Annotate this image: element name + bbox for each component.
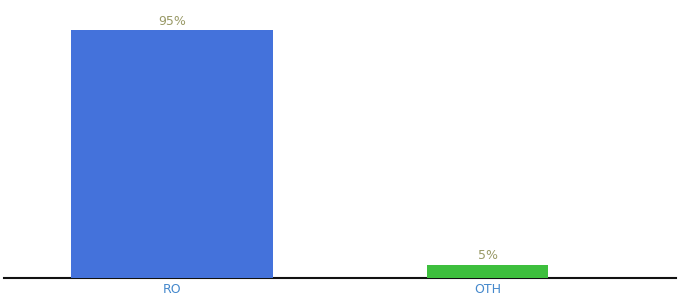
Bar [71, 30, 273, 278]
Text: 95%: 95% [158, 15, 186, 28]
Bar [427, 265, 548, 278]
Text: 5%: 5% [478, 249, 498, 262]
